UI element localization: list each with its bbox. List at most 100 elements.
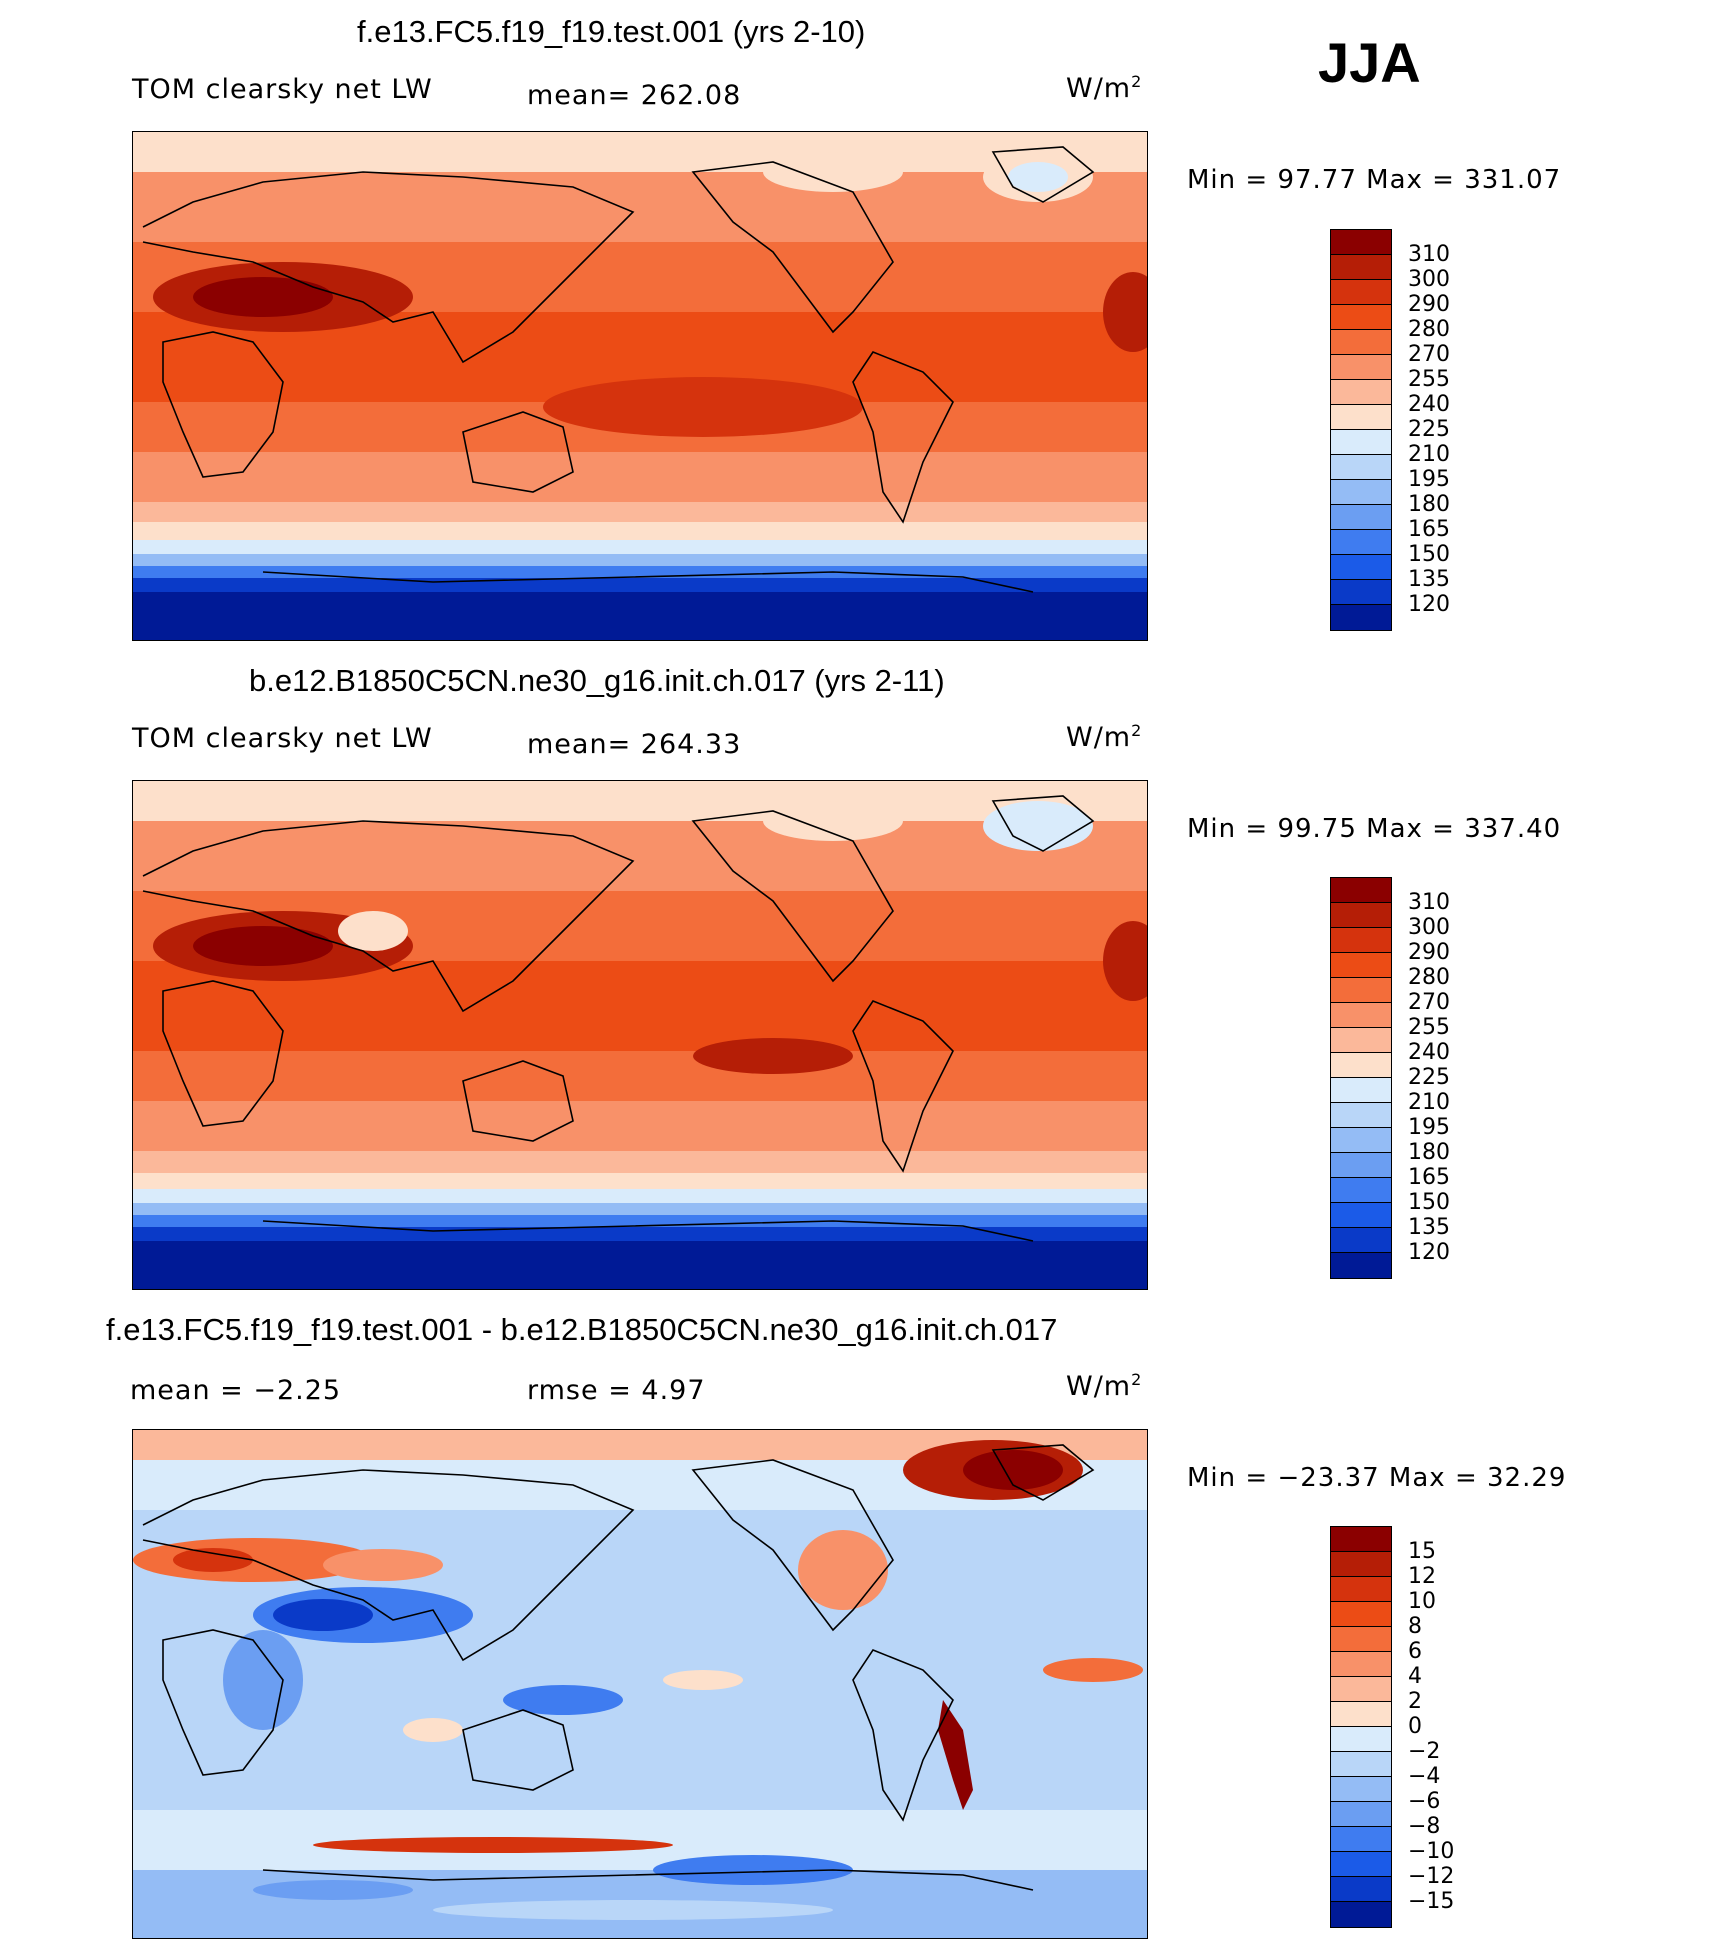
colorbar-tick-label: 180 xyxy=(1408,492,1450,517)
panel-3-map xyxy=(132,1429,1148,1939)
units-text: W/m xyxy=(1066,1371,1132,1402)
panel-3-map-svg xyxy=(133,1430,1147,1938)
colorbar-swatch xyxy=(1331,1677,1391,1702)
colorbar-swatch xyxy=(1331,255,1391,280)
colorbar-swatch xyxy=(1331,1802,1391,1827)
colorbar-tick-label: 8 xyxy=(1408,1614,1422,1639)
colorbar-tick-label: 165 xyxy=(1408,517,1450,542)
colorbar-tick-label: −2 xyxy=(1408,1739,1441,1764)
colorbar-tick-label: 12 xyxy=(1408,1564,1436,1589)
colorbar-swatch xyxy=(1331,1552,1391,1577)
colorbar-tick-label: 300 xyxy=(1408,915,1450,940)
colorbar-tick-label: 135 xyxy=(1408,1215,1450,1240)
colorbar-swatch xyxy=(1331,1702,1391,1727)
colorbar-swatch xyxy=(1331,1827,1391,1852)
colorbar-tick-label: 120 xyxy=(1408,592,1450,617)
colorbar-swatch xyxy=(1331,455,1391,480)
panel-2-title: b.e12.B1850C5CN.ne30_g16.init.ch.017 (yr… xyxy=(249,663,945,698)
colorbar-swatch xyxy=(1331,605,1391,630)
colorbar-tick-label: 2 xyxy=(1408,1689,1422,1714)
colorbar-tick-label: 6 xyxy=(1408,1639,1422,1664)
colorbar-swatch xyxy=(1331,305,1391,330)
colorbar-tick-label: 150 xyxy=(1408,1190,1450,1215)
colorbar-swatch xyxy=(1331,1877,1391,1902)
colorbar-tick-label: 210 xyxy=(1408,442,1450,467)
colorbar-swatch xyxy=(1331,1028,1391,1053)
colorbar-swatch xyxy=(1331,1078,1391,1103)
colorbar-tick-label: −4 xyxy=(1408,1764,1441,1789)
panel-1-units: W/m2 xyxy=(1066,72,1142,104)
colorbar-swatch xyxy=(1331,1253,1391,1278)
colorbar-swatch xyxy=(1331,1203,1391,1228)
colorbar-swatch xyxy=(1331,1902,1391,1927)
colorbar-swatch xyxy=(1331,1228,1391,1253)
colorbar-swatch xyxy=(1331,1752,1391,1777)
colorbar-tick-label: 280 xyxy=(1408,965,1450,990)
colorbar-swatch xyxy=(1331,1627,1391,1652)
colorbar-swatch xyxy=(1331,1852,1391,1877)
panel-1-mean: mean= 262.08 xyxy=(527,80,742,111)
colorbar-swatch xyxy=(1331,1003,1391,1028)
panel-2-map-svg xyxy=(133,781,1147,1289)
panel-2-mean: mean= 264.33 xyxy=(527,729,742,760)
colorbar-tick-label: 240 xyxy=(1408,1040,1450,1065)
panel-3-units: W/m2 xyxy=(1066,1370,1142,1402)
colorbar-tick-label: 165 xyxy=(1408,1165,1450,1190)
colorbar-swatch xyxy=(1331,280,1391,305)
panel-3-mean: mean = −2.25 xyxy=(130,1375,342,1406)
panel-2-units: W/m2 xyxy=(1066,721,1142,753)
colorbar-tick-label: 195 xyxy=(1408,1115,1450,1140)
colorbar-swatch xyxy=(1331,878,1391,903)
colorbar-tick-label: 210 xyxy=(1408,1090,1450,1115)
colorbar-swatch xyxy=(1331,530,1391,555)
colorbar-swatch xyxy=(1331,1777,1391,1802)
panel-1-map xyxy=(132,131,1148,641)
units-exponent: 2 xyxy=(1131,72,1143,91)
panel-1-minmax: Min = 97.77 Max = 331.07 xyxy=(1187,165,1562,195)
colorbar-tick-label: 290 xyxy=(1408,940,1450,965)
panel-3-rmse: rmse = 4.97 xyxy=(527,1375,706,1406)
panel-2-map xyxy=(132,780,1148,1290)
colorbar-swatch xyxy=(1331,555,1391,580)
colorbar-tick-label: 120 xyxy=(1408,1240,1450,1265)
colorbar-swatch xyxy=(1331,330,1391,355)
panel-2-minmax: Min = 99.75 Max = 337.40 xyxy=(1187,814,1562,844)
colorbar-swatch xyxy=(1331,1103,1391,1128)
colorbar-swatch xyxy=(1331,1652,1391,1677)
colorbar-swatch xyxy=(1331,380,1391,405)
colorbar-tick-label: 15 xyxy=(1408,1539,1436,1564)
season-label: JJA xyxy=(1318,31,1421,94)
colorbar-swatch xyxy=(1331,903,1391,928)
colorbar-tick-label: 270 xyxy=(1408,342,1450,367)
panel-1-variable-label: TOM clearsky net LW xyxy=(132,74,433,105)
panel-3-title: f.e13.FC5.f19_f19.test.001 - b.e12.B1850… xyxy=(106,1312,1058,1347)
colorbar-tick-label: 310 xyxy=(1408,890,1450,915)
panel-1-title: f.e13.FC5.f19_f19.test.001 (yrs 2-10) xyxy=(357,14,866,49)
panel-3-minmax: Min = −23.37 Max = 32.29 xyxy=(1187,1463,1567,1493)
colorbar-tick-label: 135 xyxy=(1408,567,1450,592)
colorbar-tick-label: 4 xyxy=(1408,1664,1422,1689)
colorbar-swatch xyxy=(1331,1577,1391,1602)
colorbar-tick-label: 10 xyxy=(1408,1589,1436,1614)
colorbar-tick-label: 270 xyxy=(1408,990,1450,1015)
colorbar-tick-label: 290 xyxy=(1408,292,1450,317)
colorbar-tick-label: 150 xyxy=(1408,542,1450,567)
units-text: W/m xyxy=(1066,73,1132,104)
colorbar-swatch xyxy=(1331,480,1391,505)
colorbar-tick-label: −15 xyxy=(1408,1889,1455,1914)
colorbar-tick-label: 0 xyxy=(1408,1714,1422,1739)
colorbar-swatch xyxy=(1331,1602,1391,1627)
colorbar-swatch xyxy=(1331,430,1391,455)
colorbar-swatch xyxy=(1331,1527,1391,1552)
colorbar-swatch xyxy=(1331,978,1391,1003)
colorbar-swatch xyxy=(1331,505,1391,530)
colorbar-swatch xyxy=(1331,405,1391,430)
colorbar-tick-label: 180 xyxy=(1408,1140,1450,1165)
colorbar-tick-label: −10 xyxy=(1408,1839,1455,1864)
panel-2-colorbar xyxy=(1330,877,1392,1279)
colorbar-tick-label: 225 xyxy=(1408,1065,1450,1090)
colorbar-swatch xyxy=(1331,1178,1391,1203)
colorbar-tick-label: −12 xyxy=(1408,1864,1455,1889)
colorbar-tick-label: 310 xyxy=(1408,242,1450,267)
panel-2-variable-label: TOM clearsky net LW xyxy=(132,723,433,754)
